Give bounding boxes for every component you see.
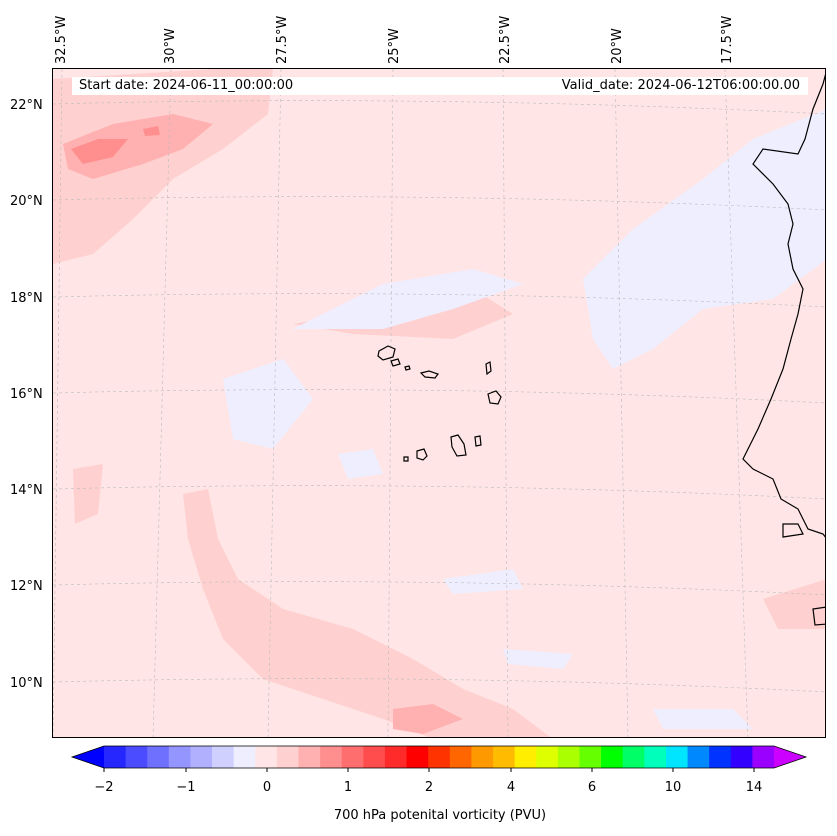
island-santiago <box>450 434 467 457</box>
pv-band-southwest <box>183 489 551 737</box>
lat-label-20n: 20°N <box>10 194 43 209</box>
lon-label-25w: 25°W <box>387 28 402 64</box>
coastline <box>742 74 825 626</box>
pv-band-northwest-core <box>63 114 213 179</box>
colorbar-swatch <box>536 746 559 768</box>
pv-negative-patch-2 <box>503 649 573 669</box>
colorbar-tick-minus1: −1 <box>176 780 196 795</box>
island-sal <box>485 361 492 376</box>
colorbar-swatch <box>298 746 321 768</box>
lon-label-30w: 30°W <box>163 28 178 64</box>
island-sao-nicolau <box>419 370 439 379</box>
map-panel <box>52 68 826 738</box>
colorbar-swatch <box>147 746 170 768</box>
lat-label-18n: 18°N <box>10 291 43 306</box>
colorbar-swatch <box>752 746 775 768</box>
lat-label-12n: 12°N <box>10 579 43 594</box>
lat-label-16n: 16°N <box>10 387 43 402</box>
colorbar-swatch <box>233 746 256 768</box>
colorbar-extend-max <box>774 746 806 768</box>
colorbar-tick-4: 4 <box>506 780 516 795</box>
island-maio <box>474 435 482 447</box>
colorbar-swatch <box>255 746 278 768</box>
island-santa-luzia <box>404 365 411 371</box>
colorbar-tick-14: 14 <box>745 780 763 795</box>
colorbar-swatch <box>276 746 300 768</box>
africa-coastline <box>742 74 825 538</box>
colorbar-tick-1: 1 <box>343 780 353 795</box>
lon-label-27-5w: 27.5°W <box>275 15 290 64</box>
lon-label-20w: 20°W <box>610 28 625 64</box>
island-santo-antao <box>377 345 396 361</box>
colorbar-swatch <box>363 746 386 768</box>
pv-band-southwest-core <box>393 704 463 734</box>
colorbar-tick-10: 10 <box>664 780 682 795</box>
colorbar-swatch <box>709 746 732 768</box>
lon-label-17-5w: 17.5°W <box>720 15 735 64</box>
colorbar-swatch <box>449 746 472 768</box>
colorbar-swatch <box>579 746 602 768</box>
lat-label-14n: 14°N <box>10 483 43 498</box>
colorbar-swatch <box>190 746 213 768</box>
colorbar-swatch <box>687 746 710 768</box>
colorbar-swatch <box>493 746 516 768</box>
island-fogo <box>416 448 428 461</box>
colorbar-tick-minus2: −2 <box>94 780 114 795</box>
pv-band-northwest-peak <box>71 139 128 164</box>
colorbar-swatch <box>341 746 364 768</box>
colorbar-swatch <box>384 746 408 768</box>
pv-negative-central <box>293 269 523 329</box>
colorbar-swatch <box>471 746 494 768</box>
pv-field-map <box>53 69 825 737</box>
colorbar-swatch <box>125 746 148 768</box>
graticule <box>53 69 825 737</box>
island-sao-vicente <box>390 358 401 367</box>
colorbar-title: 700 hPa potenital vorticity (PVU) <box>333 808 547 823</box>
colorbar-swatch <box>168 746 191 768</box>
pv-negative-west <box>223 359 313 449</box>
lon-label-32-5w: 32.5°W <box>54 15 69 64</box>
colorbar-swatch <box>212 746 235 768</box>
colorbar-swatch <box>104 746 127 768</box>
colorbar-swatch <box>601 746 624 768</box>
lat-label-10n: 10°N <box>10 676 43 691</box>
colorbar-tick-0: 0 <box>262 780 272 795</box>
colorbar <box>70 745 808 772</box>
lon-label-22-5w: 22.5°W <box>498 15 513 64</box>
colorbar-swatch <box>644 746 667 768</box>
colorbar-swatch <box>622 746 645 768</box>
start-date-label: Start date: 2024-06-11_00:00:00 <box>79 78 294 93</box>
pv-negative-east <box>583 109 825 369</box>
pv-base-field <box>53 69 825 737</box>
pv-small-patch-nw <box>143 126 160 136</box>
pv-negative-patch-1 <box>443 569 523 594</box>
cape-verde-islands <box>377 345 502 462</box>
colorbar-extend-min <box>72 746 104 768</box>
pv-patch-east-1 <box>763 579 825 629</box>
colorbar-tick-2: 2 <box>424 780 434 795</box>
valid-date-label: Valid_date: 2024-06-12T06:00:00.00 <box>561 78 800 93</box>
colorbar-swatch <box>730 746 753 768</box>
colorbar-tick-6: 6 <box>587 780 597 795</box>
date-info-bar: Start date: 2024-06-11_00:00:00 Valid_da… <box>72 77 808 95</box>
pv-negative-patch-3 <box>653 709 753 729</box>
colorbar-swatch <box>665 746 689 768</box>
pv-patch-west-1 <box>73 464 103 524</box>
colorbar-swatch <box>428 746 451 768</box>
colorbar-swatch <box>514 746 537 768</box>
colorbar-swatch <box>557 746 580 768</box>
island-brava <box>403 456 409 462</box>
coast-islands-east <box>782 523 825 626</box>
colorbar-swatch <box>320 746 343 768</box>
colorbar-swatch <box>406 746 429 768</box>
lat-label-22n: 22°N <box>10 98 43 113</box>
island-boa-vista <box>487 390 502 405</box>
pv-negative-south <box>338 449 383 479</box>
pv-band-northwest <box>53 69 273 264</box>
